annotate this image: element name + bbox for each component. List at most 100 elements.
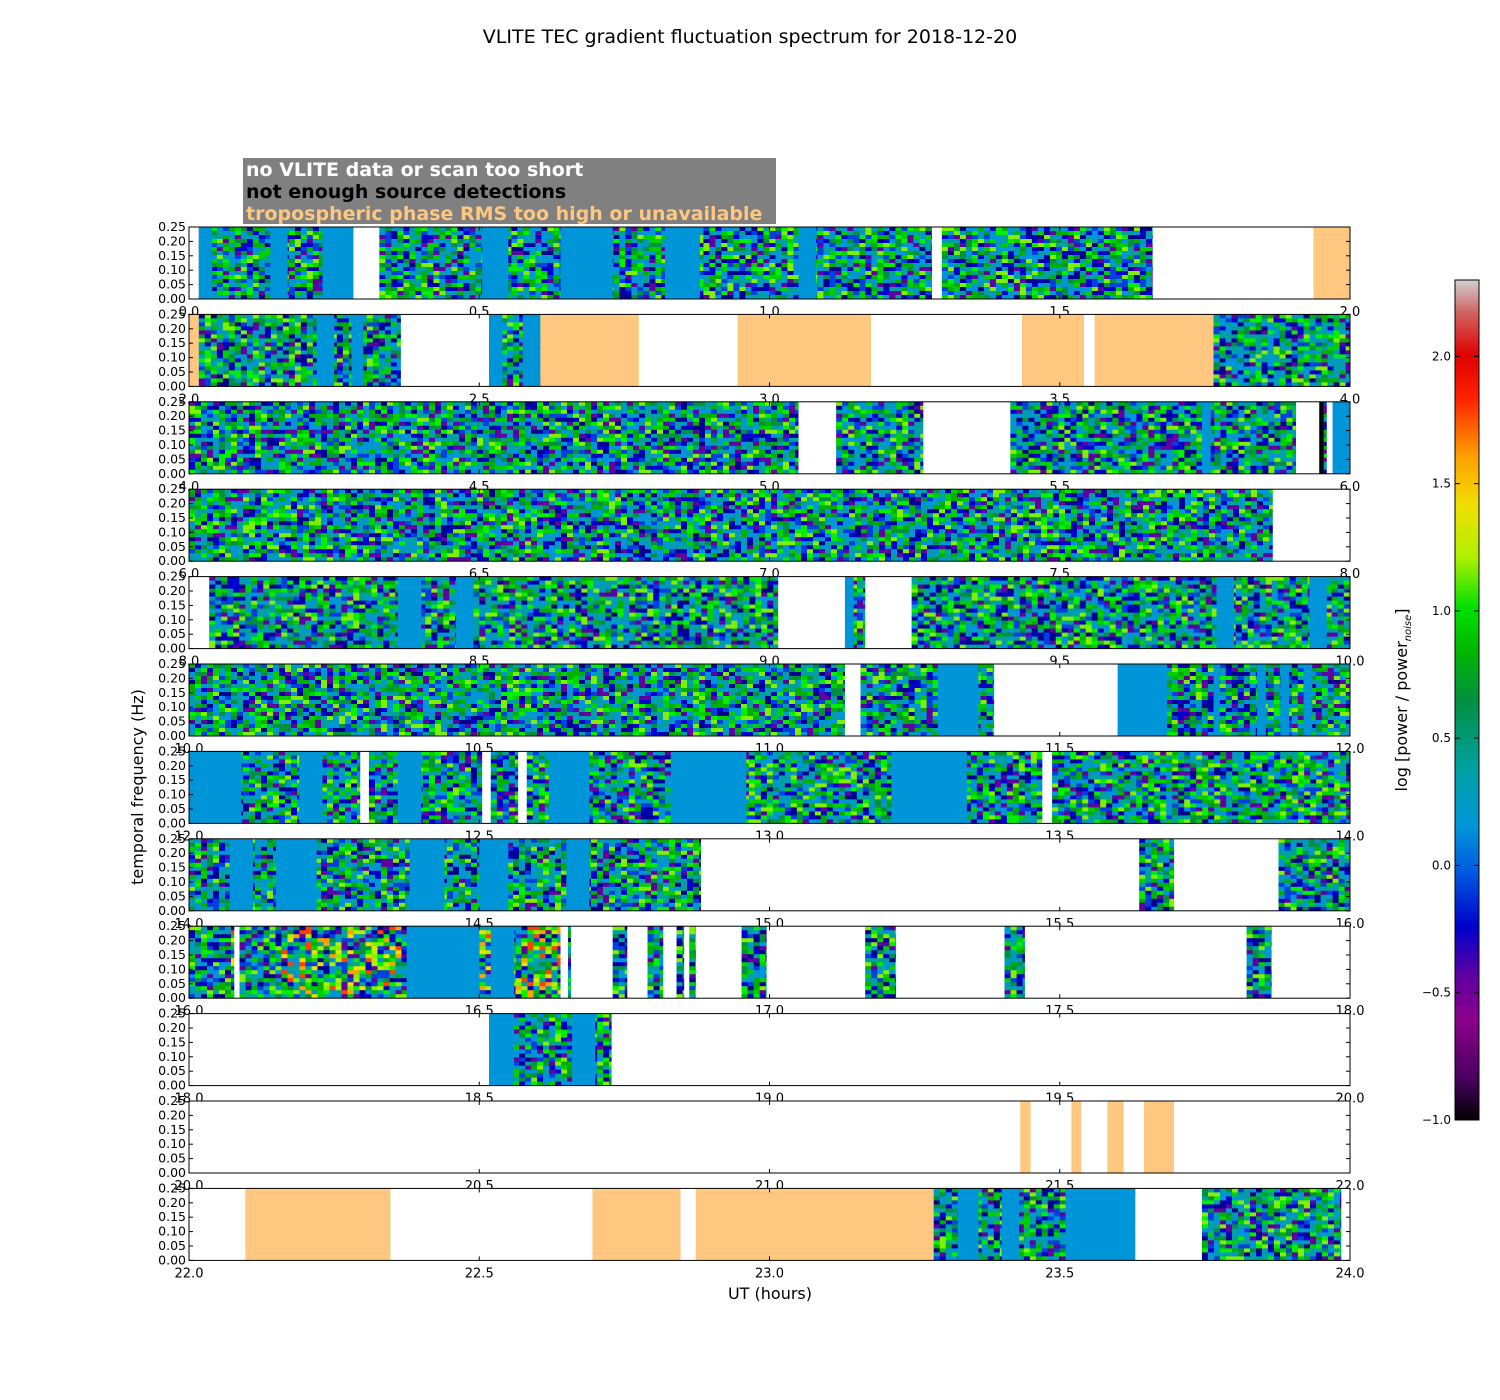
spectrum-cell xyxy=(391,255,398,260)
spectrum-cell xyxy=(977,263,985,268)
spectrum-cell xyxy=(234,227,242,232)
spectrum-cell xyxy=(895,255,902,260)
spectrum-cell xyxy=(225,433,232,439)
spectrum-cell xyxy=(345,409,352,415)
spectrum-cell xyxy=(535,283,542,288)
spectrum-cell xyxy=(703,251,710,256)
spectrum-cell xyxy=(817,243,824,248)
spectrum-cell xyxy=(465,437,472,443)
spectrum-cell xyxy=(397,243,404,248)
spectrum-cell xyxy=(363,429,370,435)
spectrum-cell xyxy=(895,279,902,284)
spectrum-cell xyxy=(198,342,206,347)
spectrum-cell xyxy=(405,405,412,411)
spectrum-cell xyxy=(1127,231,1135,236)
spectrum-cell xyxy=(390,362,398,367)
spectrum-cell xyxy=(1007,271,1015,276)
spectrum-cell xyxy=(421,263,428,268)
panel-1-flat-band-1 xyxy=(198,227,213,299)
spectrum-cell xyxy=(859,235,866,240)
spectrum-cell xyxy=(351,449,358,455)
spectrum-cell xyxy=(282,326,290,331)
spectrum-cell xyxy=(1025,271,1033,276)
spectrum-cell xyxy=(234,251,242,256)
spectrum-cell xyxy=(1273,322,1281,327)
spectrum-cell xyxy=(1019,275,1027,280)
spectrum-cell xyxy=(421,275,428,280)
spectrum-cell xyxy=(333,405,340,411)
spectrum-cell xyxy=(219,401,226,407)
spectrum-cell xyxy=(249,437,256,443)
spectrum-cell xyxy=(421,255,428,260)
spectrum-cell xyxy=(357,465,364,471)
spectrum-cell xyxy=(459,429,466,435)
spectrum-cell xyxy=(631,283,638,288)
spectrum-cell xyxy=(1237,318,1245,323)
spectrum-cell xyxy=(763,227,770,232)
spectrum-cell xyxy=(1085,283,1093,288)
spectrum-cell xyxy=(240,235,248,240)
spectrum-cell xyxy=(321,441,328,447)
spectrum-cell xyxy=(757,279,764,284)
panel-2-segment-6 xyxy=(638,314,738,387)
spectrum-cell xyxy=(1097,267,1105,272)
spectrum-cell xyxy=(453,421,460,427)
spectrum-cell xyxy=(421,283,428,288)
spectrum-cell xyxy=(216,295,224,299)
spectrum-cell xyxy=(457,251,464,256)
spectrum-cell xyxy=(757,263,764,268)
spectrum-cell xyxy=(201,441,208,447)
spectrum-cell xyxy=(300,366,308,371)
spectrum-cell xyxy=(637,259,644,264)
spectrum-cell xyxy=(613,243,620,248)
spectrum-cell xyxy=(459,413,466,419)
spectrum-cell xyxy=(871,239,878,244)
spectrum-cell xyxy=(240,251,248,256)
spectrum-cell xyxy=(453,441,460,447)
spectrum-cell xyxy=(1267,342,1275,347)
spectrum-cell xyxy=(1055,243,1063,248)
spectrum-cell xyxy=(1109,279,1117,284)
spectrum-cell xyxy=(309,469,316,474)
spectrum-cell xyxy=(342,314,350,319)
spectrum-cell xyxy=(465,405,472,411)
spectrum-cell xyxy=(883,251,890,256)
spectrum-cell xyxy=(1127,279,1135,284)
spectrum-cell xyxy=(385,235,392,240)
spectrum-cell xyxy=(264,239,272,244)
spectrum-cell xyxy=(1073,275,1081,280)
spectrum-cell xyxy=(300,358,308,363)
spectrum-cell xyxy=(947,283,955,288)
spectrum-cell xyxy=(1085,271,1093,276)
spectrum-cell xyxy=(252,295,260,299)
spectrum-cell xyxy=(234,366,242,371)
spectrum-cell xyxy=(477,437,484,443)
spectrum-cell xyxy=(907,275,914,280)
spectrum-cell xyxy=(1121,287,1129,292)
panel-2-segment-3 xyxy=(400,314,490,387)
spectrum-cell xyxy=(505,263,512,268)
spectrum-cell xyxy=(237,461,244,467)
spectrum-cell xyxy=(282,350,290,355)
spectrum-cell xyxy=(1073,295,1081,299)
spectrum-cell xyxy=(264,275,272,280)
spectrum-cell xyxy=(213,449,220,455)
spectrum-cell xyxy=(379,247,386,252)
spectrum-cell xyxy=(391,279,398,284)
spectrum-cell xyxy=(321,405,328,411)
spectrum-cell xyxy=(787,259,794,264)
spectrum-cell xyxy=(252,267,260,272)
spectrum-cell xyxy=(1297,338,1305,343)
spectrum-cell xyxy=(297,409,304,415)
spectrum-cell xyxy=(1001,227,1009,232)
spectrum-cell xyxy=(1297,370,1305,375)
spectrum-cell xyxy=(1073,243,1081,248)
spectrum-cell xyxy=(375,445,382,451)
spectrum-cell xyxy=(859,271,866,276)
spectrum-cell xyxy=(240,366,248,371)
spectrum-cell xyxy=(387,425,394,431)
spectrum-cell xyxy=(817,291,824,296)
spectrum-cell xyxy=(234,330,242,335)
spectrum-cell xyxy=(733,291,740,296)
spectrum-cell xyxy=(941,243,949,248)
